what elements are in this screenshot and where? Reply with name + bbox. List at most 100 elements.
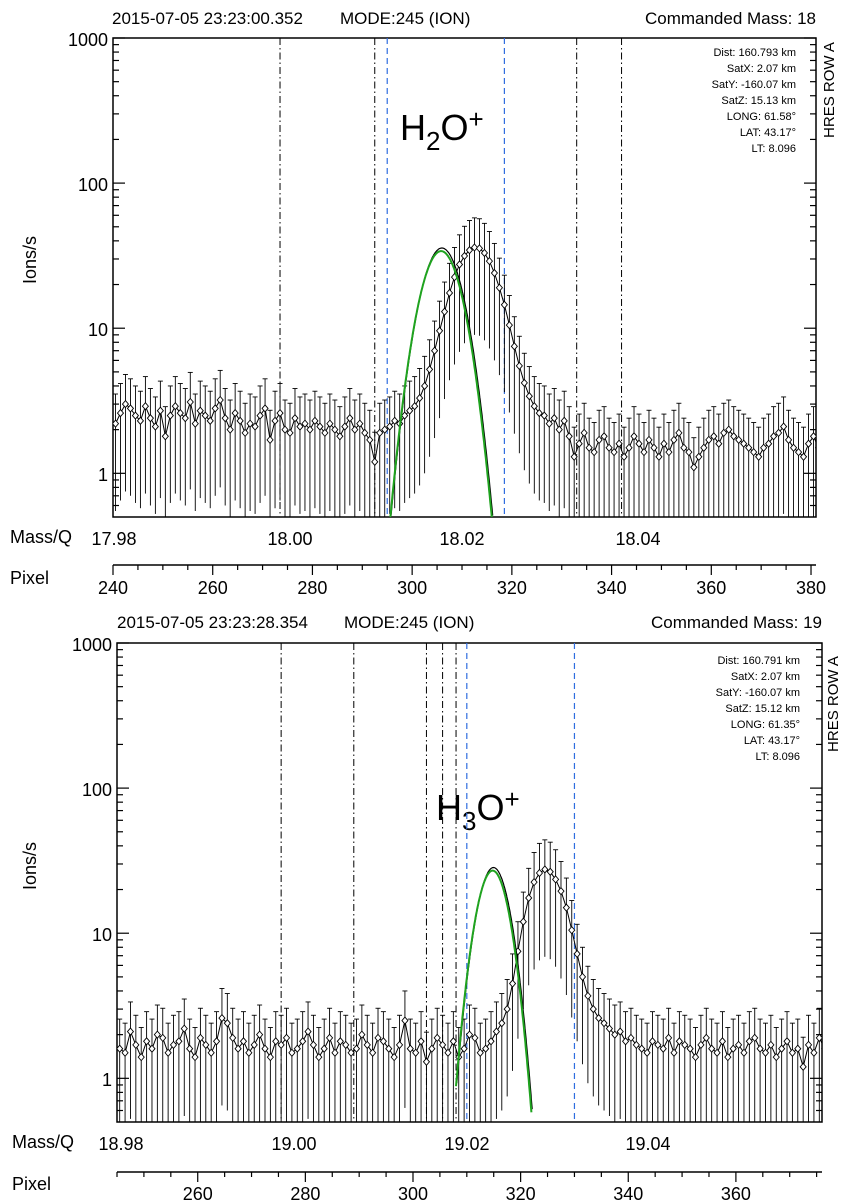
data-point xyxy=(325,1033,334,1043)
panel-1-y-tick-100: 100 xyxy=(78,175,108,195)
data-point xyxy=(784,435,793,445)
panel-1-pixel-tick-380: 380 xyxy=(796,578,826,598)
panel-1-y-tick-10: 10 xyxy=(88,320,108,340)
panel-2-info-long: LONG: 61.35° xyxy=(731,719,800,731)
data-point xyxy=(660,439,668,448)
panel-1-y-tick-marks xyxy=(113,37,816,507)
data-point xyxy=(480,248,489,258)
data-point xyxy=(616,1027,624,1036)
data-point xyxy=(799,452,808,461)
data-point xyxy=(720,428,728,438)
data-point xyxy=(296,422,304,431)
data-point xyxy=(231,408,239,418)
panel-2-y-tick-1: 1 xyxy=(102,1070,112,1090)
data-point xyxy=(390,1052,398,1062)
data-point xyxy=(809,432,816,441)
data-point xyxy=(438,1040,447,1050)
data-point xyxy=(282,1033,291,1043)
panel-2-mass-ticks: 18.98 19.00 19.02 19.04 xyxy=(98,1134,670,1154)
data-point xyxy=(175,1037,183,1046)
data-point xyxy=(148,1044,156,1053)
panel-1-y-axis-label: Ions/s xyxy=(20,236,40,284)
data-point xyxy=(675,428,683,438)
data-point xyxy=(180,1024,188,1033)
panel-1-pixel-tick-240: 240 xyxy=(98,578,128,598)
data-point xyxy=(503,1004,511,1014)
data-point xyxy=(428,1044,436,1053)
data-point xyxy=(605,1024,614,1033)
data-point xyxy=(760,443,768,452)
data-point xyxy=(775,428,783,438)
data-point xyxy=(366,435,374,445)
data-point xyxy=(411,402,419,411)
data-point xyxy=(510,342,518,351)
data-point xyxy=(814,446,816,450)
data-point xyxy=(256,411,264,420)
data-point xyxy=(433,1033,441,1043)
data-point xyxy=(166,411,174,420)
panel-1-mass-tick-17-98: 17.98 xyxy=(91,529,136,549)
data-point xyxy=(239,1037,248,1046)
data-point xyxy=(630,432,638,441)
data-point xyxy=(645,435,653,445)
data-point xyxy=(465,245,474,255)
panel-2-pixel-tick-300: 300 xyxy=(398,1184,428,1202)
data-point xyxy=(605,443,613,452)
data-point xyxy=(729,1044,737,1053)
panel-1-info-long: LONG: 61.58° xyxy=(727,111,796,123)
data-point xyxy=(695,452,703,461)
panel-2-plot-area xyxy=(117,643,822,1122)
data-point xyxy=(137,1052,145,1062)
data-point xyxy=(804,439,813,448)
data-point xyxy=(371,457,379,467)
panel-1-pixel-tick-260: 260 xyxy=(198,578,228,598)
data-point xyxy=(336,1037,344,1046)
panel-2-pixel-axis: 260 280 300 320 340 360 xyxy=(116,1171,822,1202)
data-point xyxy=(241,428,249,438)
data-point xyxy=(648,1037,657,1046)
data-point xyxy=(126,404,135,413)
data-point xyxy=(351,425,359,434)
data-point xyxy=(299,1037,307,1046)
data-point xyxy=(159,1033,167,1043)
data-point xyxy=(638,1044,646,1053)
data-point xyxy=(136,416,145,426)
data-point xyxy=(315,1052,323,1062)
panel-1-info-saty: SatY: -160.07 km xyxy=(712,79,796,91)
data-point xyxy=(361,428,369,438)
data-point xyxy=(196,1033,205,1043)
data-point xyxy=(530,877,538,887)
data-point xyxy=(685,447,693,457)
data-point xyxy=(236,416,244,426)
data-point xyxy=(702,1033,710,1043)
data-point xyxy=(611,1030,619,1039)
panel-1-spacecraft-info: Dist: 160.793 km SatX: 2.07 km SatY: -16… xyxy=(712,47,796,155)
panel-2-commanded-mass: Commanded Mass: 19 xyxy=(651,613,822,632)
data-point xyxy=(406,406,414,415)
panel-1-plot-frame xyxy=(112,37,817,518)
data-point xyxy=(121,1048,129,1057)
data-point xyxy=(234,1044,242,1053)
data-point xyxy=(153,1030,161,1039)
data-point xyxy=(336,432,344,441)
data-point xyxy=(830,440,836,447)
data-point xyxy=(266,435,274,445)
data-point xyxy=(181,413,189,423)
data-point xyxy=(164,1048,172,1057)
data-point xyxy=(435,326,444,335)
panel-2-mass-axis-label: Mass/Q xyxy=(12,1132,74,1152)
data-point xyxy=(422,1057,431,1066)
data-point xyxy=(475,244,484,253)
panel-2-fit-curve-outline xyxy=(456,866,533,1110)
data-point xyxy=(505,320,513,330)
data-point xyxy=(697,1040,705,1050)
data-point xyxy=(525,893,533,903)
data-point xyxy=(321,428,329,438)
panel-1-error-bars xyxy=(113,217,816,517)
panel-2-info-satx: SatX: 2.07 km xyxy=(731,671,800,683)
data-point xyxy=(589,1004,597,1014)
data-point xyxy=(821,1047,822,1050)
data-point xyxy=(560,416,568,426)
data-point xyxy=(675,1037,683,1046)
